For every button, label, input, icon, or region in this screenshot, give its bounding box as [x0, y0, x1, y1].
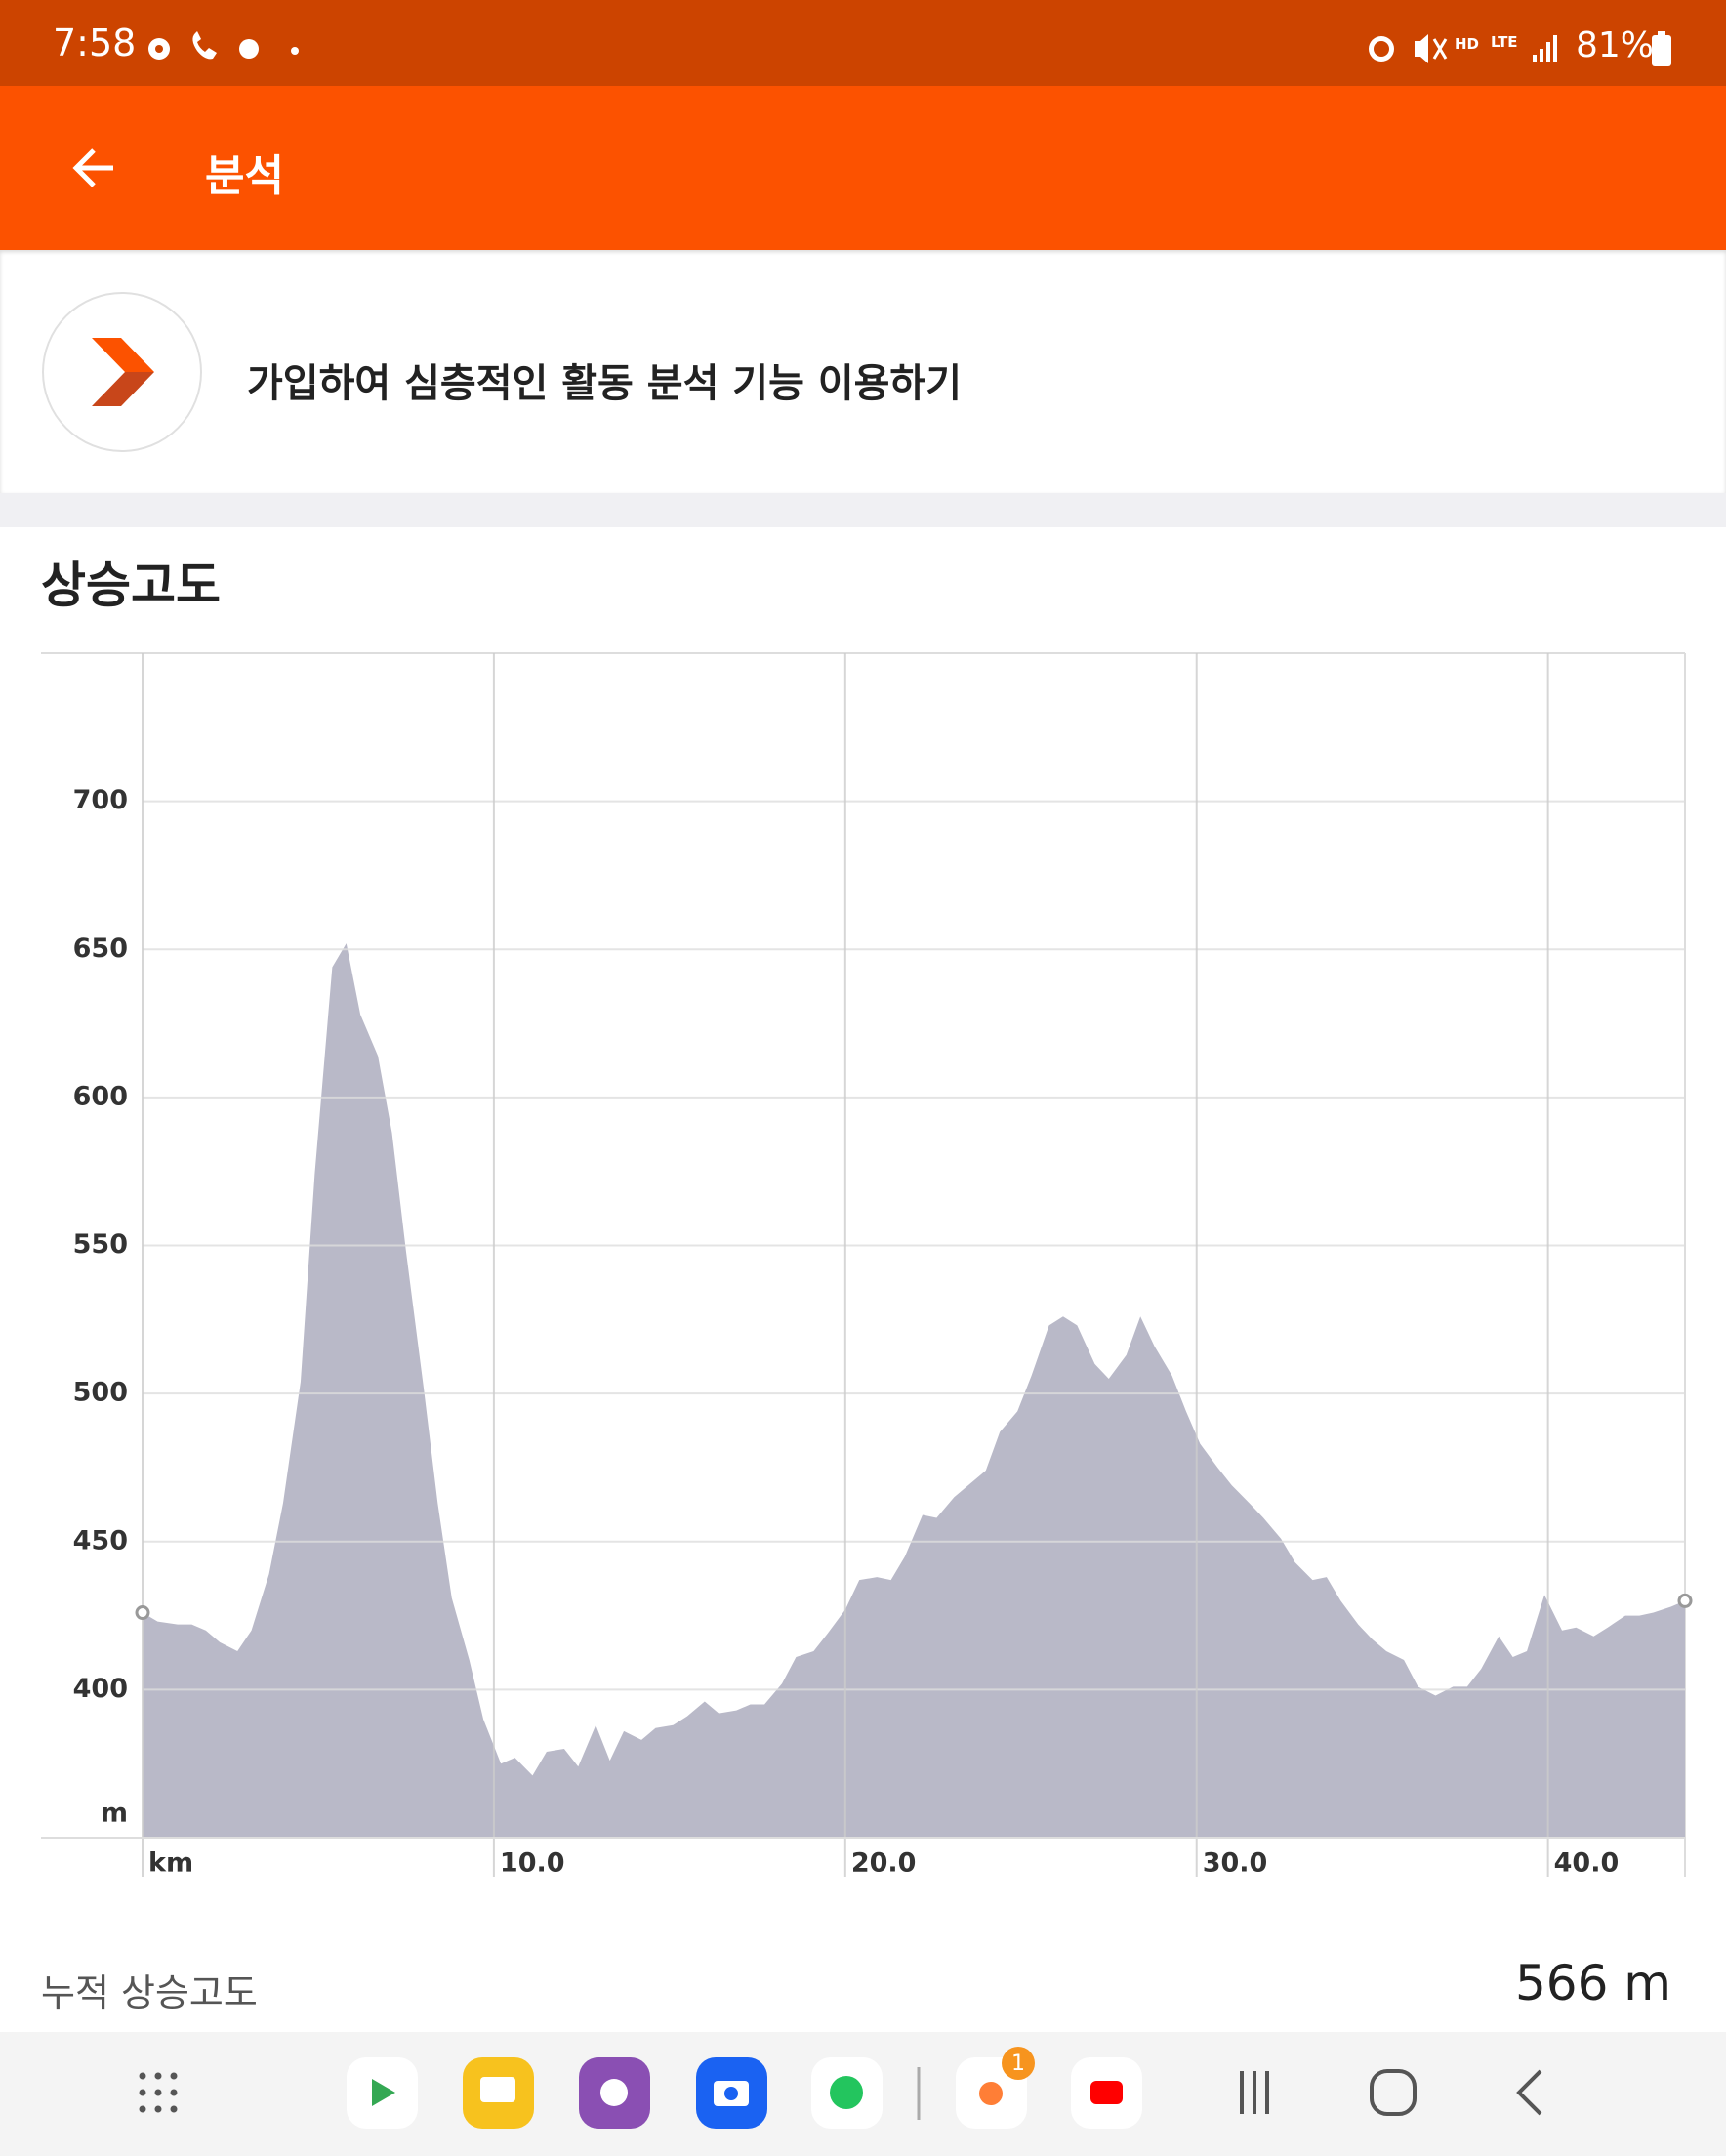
- y-tick-label: 550: [73, 1229, 128, 1260]
- x-tick-label: 20.0: [851, 1848, 917, 1879]
- y-tick-label: 650: [73, 933, 128, 964]
- stat-label: 누적 상승고도: [41, 1971, 258, 2014]
- promo-logo: [42, 292, 202, 452]
- promo-banner[interactable]: 가입하여 심층적인 활동 분석 기능 이용하기: [0, 250, 1726, 493]
- y-tick-label: 400: [73, 1674, 128, 1704]
- clock: 7:58: [53, 21, 137, 64]
- endpoint-marker: [1677, 1593, 1693, 1608]
- app-title: 분석: [205, 151, 284, 201]
- y-tick-label: m: [101, 1799, 128, 1829]
- battery-icon: [1652, 31, 1671, 66]
- svg-text:LTE: LTE: [1491, 33, 1518, 51]
- status-right-icons: HD LTE: [1369, 33, 1557, 63]
- endpoint-marker: [135, 1605, 150, 1621]
- notification-badge: [1002, 2047, 1035, 2080]
- nav-icons: 1: [139, 2047, 1542, 2129]
- x-tick-label: 30.0: [1203, 1848, 1268, 1879]
- chart-title: 상승고도: [41, 558, 221, 614]
- promo-text: 가입하여 심층적인 활동 분석 기능 이용하기: [247, 361, 963, 406]
- app-drawer[interactable]: [139, 2072, 178, 2113]
- svg-text:HD: HD: [1455, 35, 1479, 53]
- y-tick-label: 450: [73, 1525, 128, 1555]
- stat-value: 566 m: [1514, 1955, 1671, 2011]
- status-bar: 7:58 HD LTE 81%: [0, 0, 1726, 86]
- nav-back-button[interactable]: [1516, 2069, 1542, 2116]
- x-tick-label: 40.0: [1554, 1848, 1620, 1879]
- separator: [0, 493, 1726, 527]
- x-tick-label: km: [148, 1848, 193, 1879]
- battery-text: 81%: [1576, 25, 1655, 65]
- recents-button[interactable]: [1240, 2071, 1269, 2114]
- chart: 상승고도 m 400 450 500 550 600 650 700 km 10.0 20.0 30.…: [41, 558, 1693, 1879]
- nav-bar: 1: [0, 2032, 1726, 2156]
- app-bar: 분석: [0, 86, 1726, 250]
- y-tick-label: 600: [73, 1081, 128, 1111]
- x-tick-label: 10.0: [500, 1848, 565, 1879]
- y-tick-label: 700: [73, 785, 128, 815]
- home-button[interactable]: [1370, 2069, 1417, 2116]
- back-button[interactable]: [68, 143, 119, 193]
- elevation-area: [143, 943, 1685, 1838]
- y-tick-label: 500: [73, 1378, 128, 1408]
- status-icons: [148, 31, 299, 60]
- badge-count: 1: [1011, 2052, 1025, 2076]
